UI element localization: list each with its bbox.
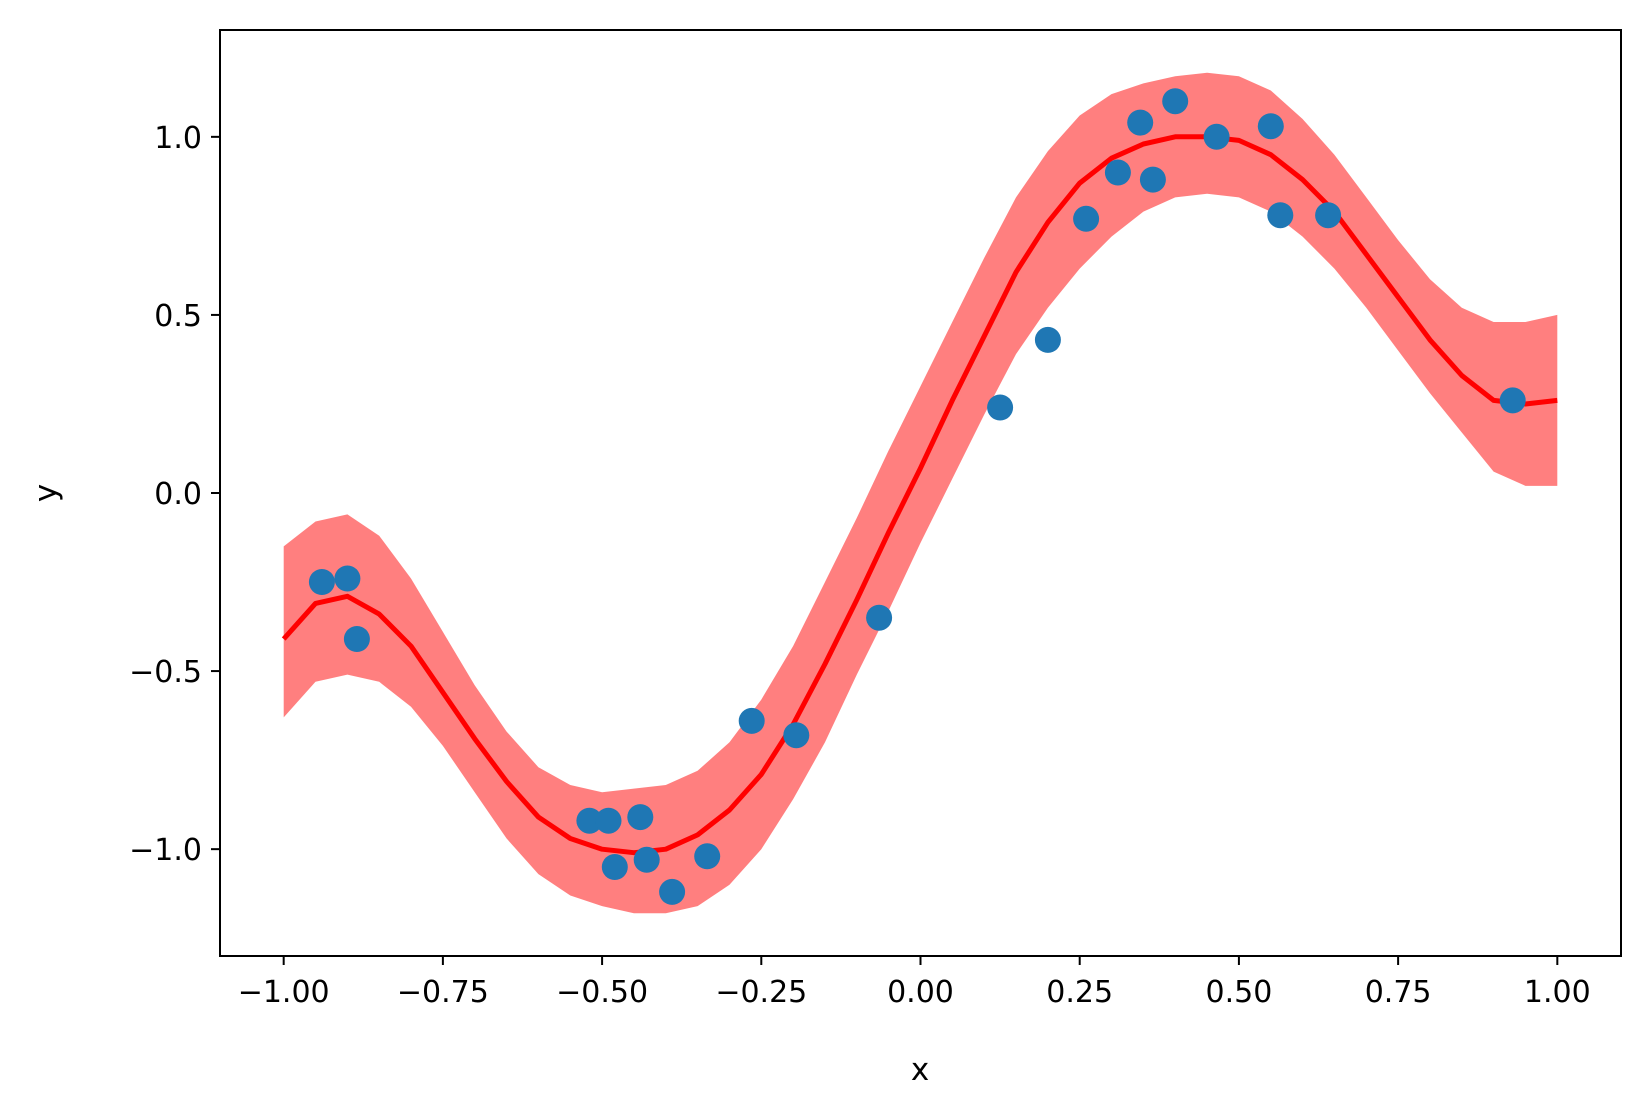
data-point	[659, 878, 686, 905]
y-tick-label: 0.0	[154, 477, 202, 512]
data-point	[601, 854, 628, 880]
data-point	[1139, 166, 1166, 193]
data-point	[1073, 205, 1100, 232]
data-point	[633, 846, 660, 873]
data-point	[1203, 123, 1230, 150]
x-axis-label: x	[911, 1052, 929, 1088]
data-point	[1257, 113, 1284, 140]
data-point	[343, 626, 370, 652]
data-point	[694, 843, 721, 870]
y-axis-label: y	[28, 484, 64, 502]
data-point	[866, 604, 893, 631]
y-tick-label: 0.5	[154, 299, 202, 334]
data-point	[1034, 326, 1061, 353]
x-tick-label: 0.00	[887, 975, 954, 1010]
data-point	[1267, 202, 1294, 229]
x-tick-label: 0.50	[1206, 975, 1273, 1010]
y-axis: −1.0 −0.5 0.0 0.5 1.0	[129, 121, 220, 868]
data-point	[627, 804, 654, 831]
data-point	[308, 569, 335, 595]
data-point	[334, 565, 361, 592]
data-point	[738, 707, 765, 734]
x-tick-label: 1.00	[1524, 975, 1591, 1010]
data-point	[1104, 159, 1131, 186]
y-tick-label: −1.0	[129, 833, 202, 868]
x-tick-label: 0.25	[1046, 975, 1113, 1010]
data-point	[1499, 387, 1526, 414]
data-point	[1315, 202, 1342, 229]
data-point	[1162, 88, 1189, 115]
data-point	[783, 722, 810, 749]
y-tick-label: 1.0	[154, 121, 202, 156]
x-tick-label: −0.50	[556, 975, 648, 1010]
confidence-band	[283, 72, 1558, 914]
data-point	[987, 394, 1014, 421]
x-axis: −1.00 −0.75 −0.50 −0.25 0.00 0.25 0.50 0.75 1.00	[238, 956, 1591, 1010]
mean-line	[281, 134, 1558, 856]
x-tick-label: −0.75	[397, 975, 489, 1010]
data-point	[576, 807, 603, 834]
plot-area	[281, 72, 1558, 914]
x-tick-label: −0.25	[715, 975, 807, 1010]
data-point	[1127, 109, 1154, 136]
data-point	[595, 807, 622, 834]
y-tick-label: −0.5	[129, 655, 202, 690]
x-tick-label: −1.00	[238, 975, 330, 1010]
x-tick-label: 0.75	[1365, 975, 1432, 1010]
